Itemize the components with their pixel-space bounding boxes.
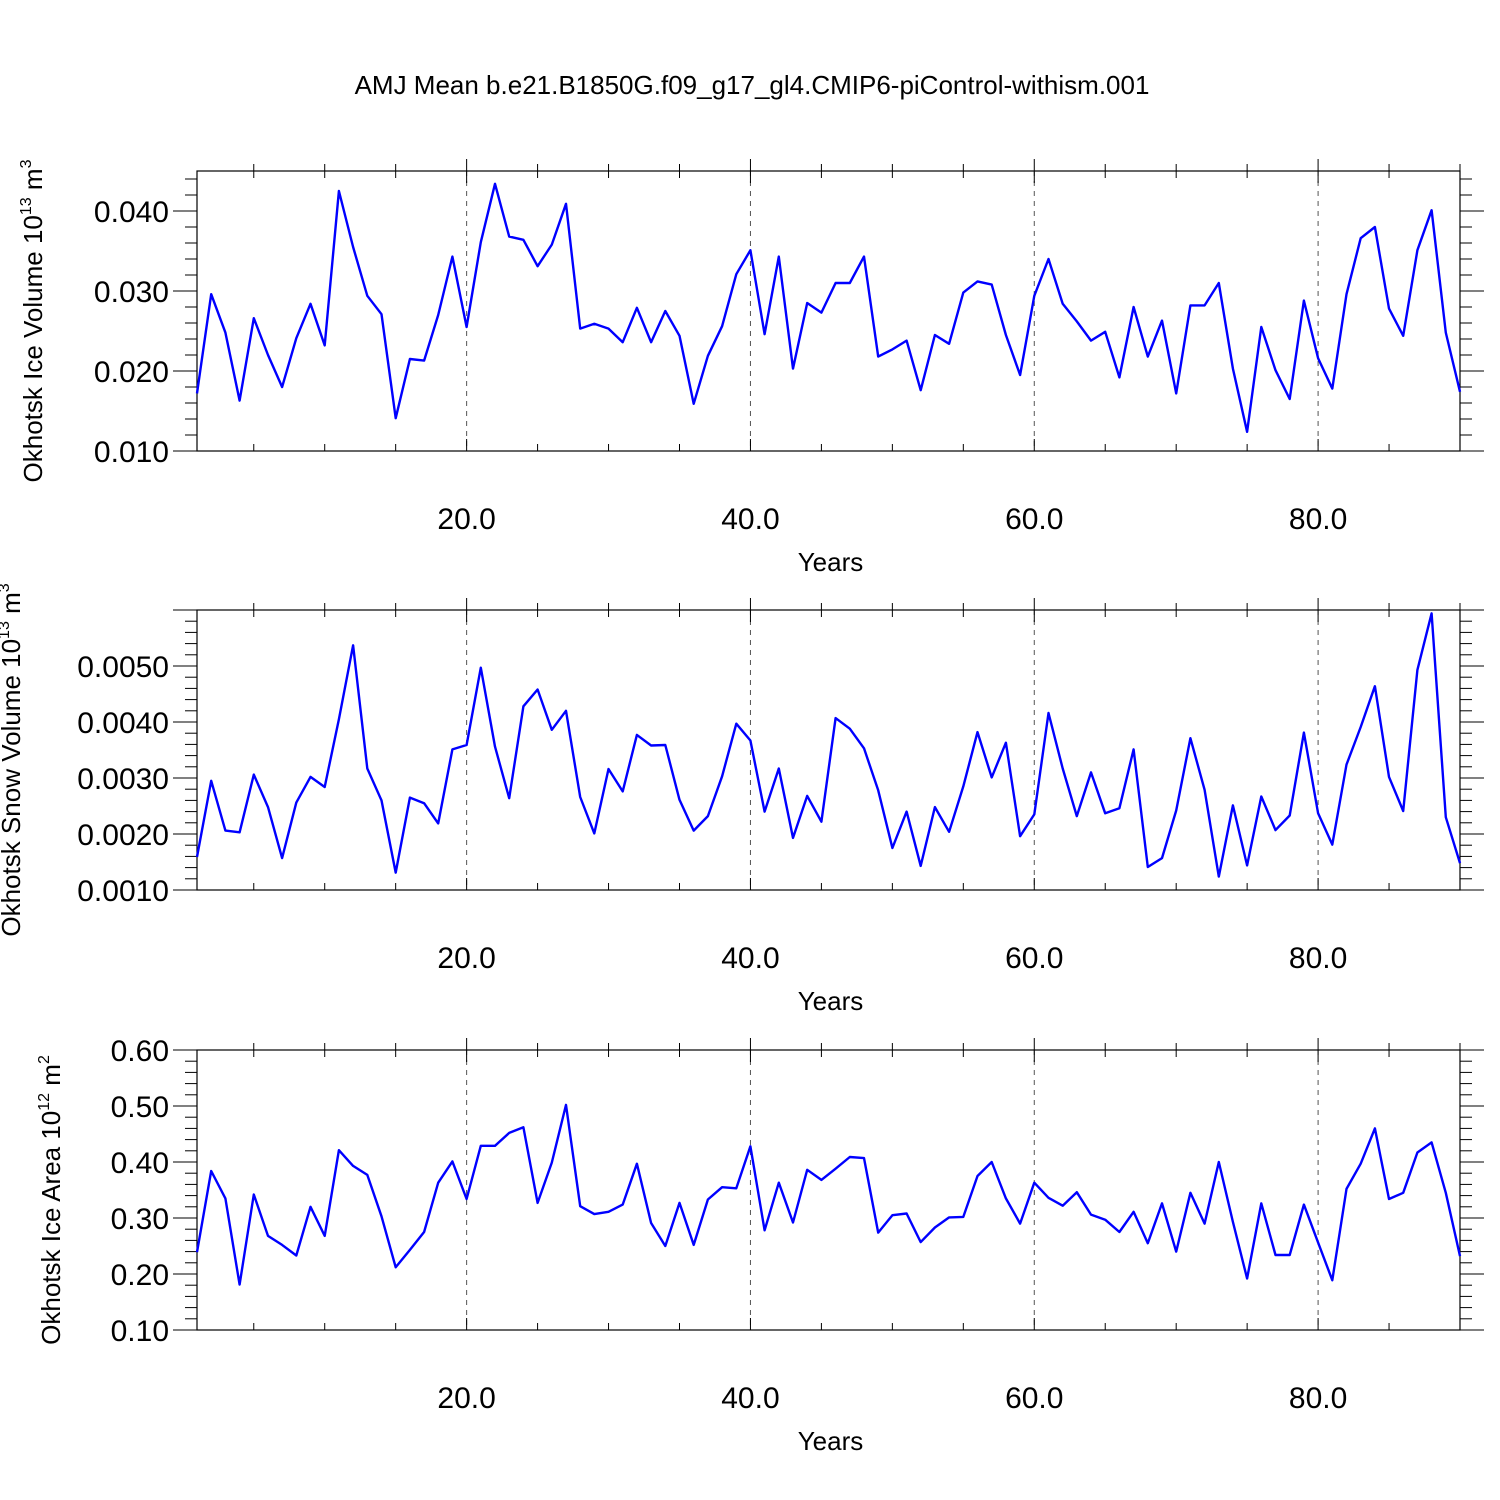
- figure-title: AMJ Mean b.e21.B1850G.f09_g17_gl4.CMIP6-…: [355, 70, 1150, 100]
- y-axis-title-exponent: 13: [18, 197, 35, 215]
- x-axis-title: Years: [798, 1426, 864, 1456]
- x-axis-title: Years: [798, 547, 864, 577]
- panel-1: 0.010 0.020 0.030 0.040 20.0 40.0 60.0 80.0 Year…: [18, 159, 1484, 577]
- y-axis-title: Okhotsk Ice Volume 1013 m3: [18, 159, 48, 482]
- x-tick-label: 40.0: [721, 1382, 779, 1415]
- series-line: [195, 612, 1462, 878]
- y-tick-label: 0.40: [111, 1147, 169, 1180]
- y-tick-label: 0.030: [94, 276, 169, 309]
- y-axis-title: Okhotsk Ice Area 1012 m2: [36, 1055, 66, 1345]
- y-axis-title-text: Okhotsk Ice Volume 10: [18, 215, 48, 482]
- y-axis-title-unit-exponent: 3: [18, 159, 35, 168]
- series-line: [195, 182, 1462, 433]
- series-points: [197, 613, 1460, 876]
- y-tick-label: 0.10: [111, 1315, 169, 1348]
- x-tick-label: 20.0: [437, 942, 495, 975]
- x-tick-label: 20.0: [437, 1382, 495, 1415]
- y-tick-label: 0.20: [111, 1259, 169, 1292]
- plot-frame: [196, 609, 1461, 891]
- y-axis-title-unit: m: [0, 592, 26, 621]
- y-tick-label: 0.60: [111, 1035, 169, 1068]
- y-axis-title: Okhotsk Snow Volume 1013 m3: [0, 583, 26, 936]
- y-tick-label: 0.50: [111, 1091, 169, 1124]
- y-axis-title-exponent: 12: [36, 1093, 53, 1111]
- x-axis-title: Years: [798, 986, 864, 1016]
- y-axis-title-unit: m: [36, 1064, 66, 1093]
- panel-3: 0.10 0.20 0.30 0.40 0.50 0.60 20.0 40.0 60.0 80.0…: [36, 1035, 1484, 1456]
- y-tick-label: 0.0020: [77, 819, 169, 852]
- panel-2: 0.0010 0.0020 0.0030 0.0040 0.0050 20.0 40.0 60…: [0, 583, 1484, 1016]
- y-tick-label: 0.30: [111, 1203, 169, 1236]
- y-tick-label: 0.0010: [77, 875, 169, 908]
- x-tick-label: 60.0: [1005, 1382, 1063, 1415]
- y-axis-title-unit-exponent: 3: [0, 583, 13, 592]
- y-tick-label: 0.0050: [77, 651, 169, 684]
- x-tick-label: 40.0: [721, 942, 779, 975]
- y-tick-label: 0.0040: [77, 707, 169, 740]
- x-tick-label: 80.0: [1289, 503, 1347, 536]
- y-tick-label: 0.040: [94, 196, 169, 229]
- y-axis-title-exponent: 13: [0, 621, 13, 639]
- x-tick-label: 60.0: [1005, 942, 1063, 975]
- y-tick-label: 0.0030: [77, 763, 169, 796]
- y-axis-title-text: Okhotsk Ice Area 10: [36, 1111, 66, 1345]
- x-tick-label: 40.0: [721, 503, 779, 536]
- x-tick-label: 60.0: [1005, 503, 1063, 536]
- series-points: [197, 1105, 1460, 1285]
- plot-frame: [196, 170, 1461, 452]
- series-line: [195, 1103, 1462, 1286]
- x-tick-label: 20.0: [437, 503, 495, 536]
- plot-frame: [196, 1049, 1461, 1331]
- x-tick-label: 80.0: [1289, 942, 1347, 975]
- y-tick-label: 0.020: [94, 356, 169, 389]
- y-axis-title-unit-exponent: 2: [36, 1055, 53, 1064]
- series-points: [197, 184, 1460, 432]
- y-axis-title-unit: m: [18, 168, 48, 197]
- y-axis-title-text: Okhotsk Snow Volume 10: [0, 639, 26, 937]
- x-tick-label: 80.0: [1289, 1382, 1347, 1415]
- y-tick-label: 0.010: [94, 436, 169, 469]
